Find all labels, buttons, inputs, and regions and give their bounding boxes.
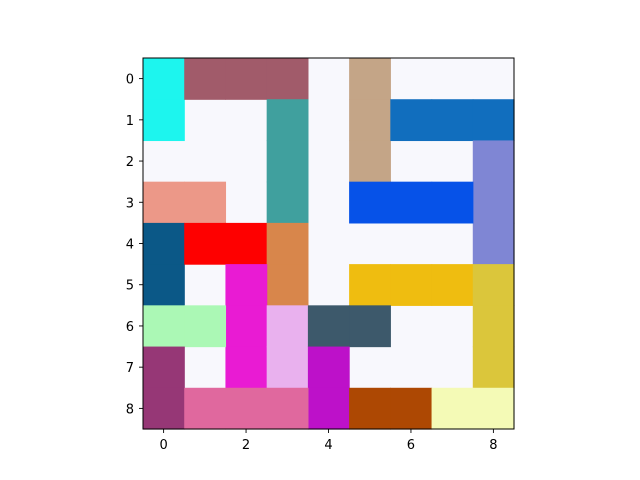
piece-cell — [390, 264, 433, 306]
piece-cell — [390, 99, 433, 142]
x-tick-label: 8 — [489, 438, 497, 453]
y-tick-label: 5 — [126, 279, 134, 294]
y-tick-label: 8 — [126, 402, 134, 417]
piece-cell — [307, 305, 350, 348]
piece-cell — [143, 305, 185, 348]
piece-cell — [184, 58, 227, 100]
piece-cell — [266, 99, 309, 142]
piece-rust[interactable] — [349, 387, 433, 430]
piece-cell — [225, 387, 268, 430]
piece-cyan[interactable] — [143, 58, 185, 142]
piece-cell — [307, 346, 350, 389]
piece-orange[interactable] — [266, 222, 309, 306]
y-tick-label: 1 — [126, 114, 134, 129]
piece-cell — [431, 264, 474, 306]
piece-cell — [431, 387, 474, 430]
piece-cell — [143, 264, 185, 306]
piece-cell — [266, 264, 309, 306]
puzzle-board — [142, 57, 515, 430]
piece-cell — [431, 181, 474, 224]
piece-plum[interactable] — [143, 346, 185, 430]
piece-tan[interactable] — [349, 58, 391, 183]
piece-mint[interactable] — [143, 305, 227, 348]
piece-mustard[interactable] — [472, 264, 515, 389]
piece-cell — [143, 346, 185, 389]
piece-blue[interactable] — [390, 99, 515, 142]
x-tick-label: 4 — [324, 438, 332, 453]
piece-navy[interactable] — [143, 222, 185, 306]
piece-cell — [266, 305, 309, 348]
piece-cell — [307, 387, 350, 430]
piece-cell — [143, 387, 185, 430]
piece-lavender[interactable] — [266, 305, 309, 389]
piece-cell — [390, 181, 433, 224]
y-tick-label: 2 — [126, 155, 134, 170]
piece-cell — [184, 305, 227, 348]
piece-cell — [184, 181, 227, 224]
piece-cell — [143, 181, 185, 224]
piece-cell — [266, 140, 309, 183]
piece-cell — [349, 181, 391, 224]
piece-cell — [225, 305, 268, 348]
piece-cell — [266, 346, 309, 389]
piece-cell — [349, 387, 391, 430]
piece-cell — [225, 346, 268, 389]
x-tick-label: 2 — [242, 438, 250, 453]
piece-cell — [472, 140, 515, 183]
y-tick-label: 4 — [126, 238, 134, 253]
piece-pink[interactable] — [184, 387, 309, 430]
piece-cell — [349, 305, 391, 348]
piece-cell — [472, 99, 515, 142]
piece-teal[interactable] — [266, 99, 309, 224]
axis-ticks: 0 2 4 6 8 0 1 2 3 4 5 6 7 8 — [126, 73, 498, 453]
y-tick-label: 7 — [126, 361, 134, 376]
piece-purple[interactable] — [307, 346, 350, 430]
piece-bright-blue[interactable] — [349, 181, 474, 224]
piece-cell — [349, 58, 391, 100]
piece-cell — [184, 222, 227, 265]
piece-cell — [266, 387, 309, 430]
piece-cell — [143, 222, 185, 265]
piece-cell — [472, 387, 515, 430]
piece-cell — [266, 181, 309, 224]
piece-salmon[interactable] — [143, 181, 227, 224]
piece-cell — [472, 222, 515, 265]
piece-cell — [390, 387, 433, 430]
piece-cell — [431, 99, 474, 142]
piece-cell — [472, 305, 515, 348]
piece-cell — [143, 99, 185, 142]
x-tick-label: 0 — [159, 438, 167, 453]
piece-cell — [349, 99, 391, 142]
piece-cell — [266, 58, 309, 100]
piece-cell — [225, 58, 268, 100]
piece-pale-yellow[interactable] — [431, 387, 515, 430]
piece-cell — [472, 346, 515, 389]
piece-mauve[interactable] — [184, 58, 309, 100]
piece-cell — [143, 58, 185, 100]
piece-gold[interactable] — [349, 264, 474, 306]
x-tick-label: 6 — [407, 438, 415, 453]
piece-cell — [472, 264, 515, 306]
piece-cell — [184, 387, 227, 430]
piece-cell — [472, 181, 515, 224]
piece-cell — [225, 264, 268, 306]
piece-red[interactable] — [184, 222, 268, 265]
piece-cell — [225, 222, 268, 265]
piece-slate[interactable] — [307, 305, 391, 348]
piece-periwinkle[interactable] — [472, 140, 515, 265]
piece-cell — [349, 140, 391, 183]
y-tick-label: 6 — [126, 320, 134, 335]
piece-magenta[interactable] — [225, 264, 268, 389]
y-tick-label: 3 — [126, 196, 134, 211]
piece-cell — [266, 222, 309, 265]
y-tick-label: 0 — [126, 73, 134, 88]
piece-cell — [349, 264, 391, 306]
